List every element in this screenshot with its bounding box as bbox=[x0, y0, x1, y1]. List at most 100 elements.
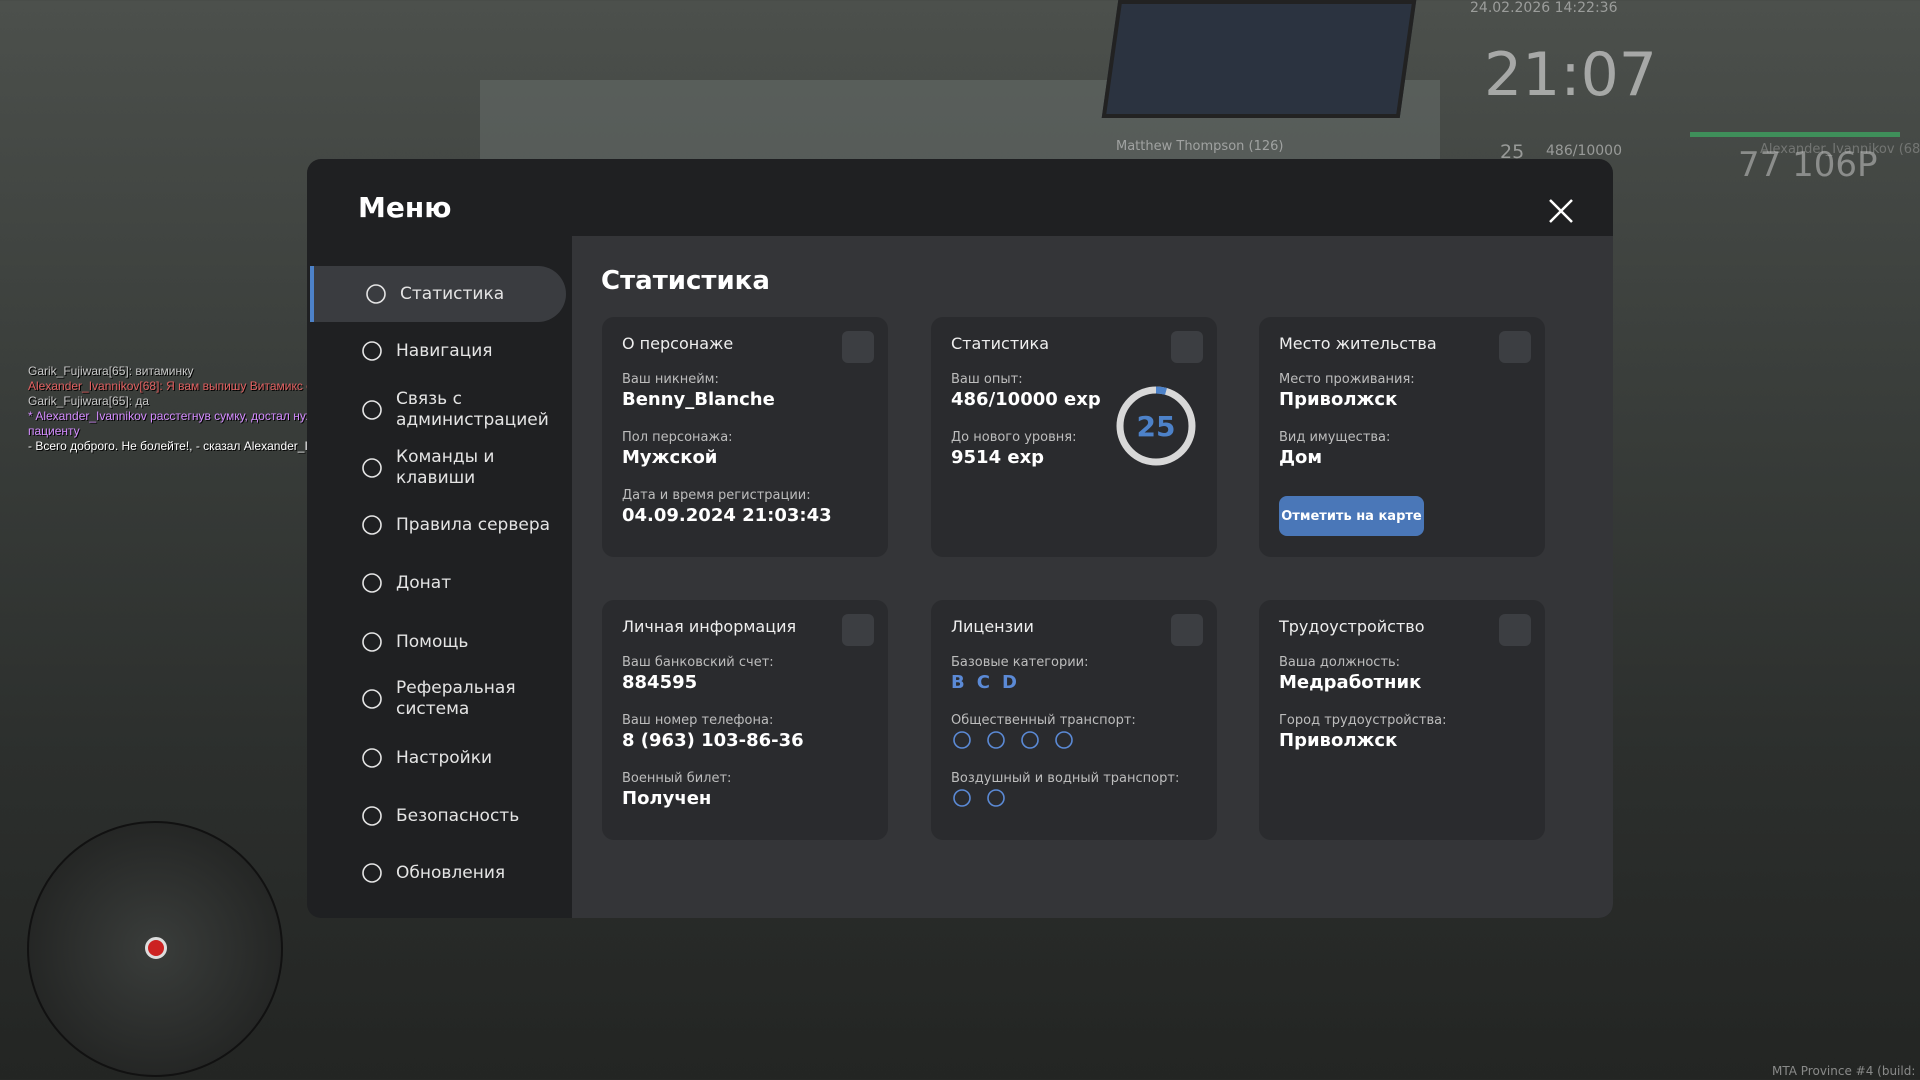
level: 25 bbox=[1500, 141, 1525, 163]
field-label: Воздушный и водный транспорт: bbox=[951, 771, 1180, 786]
menu-icon bbox=[362, 806, 382, 826]
card-icon bbox=[1499, 614, 1531, 646]
field-label: Общественный транспорт: bbox=[951, 713, 1136, 728]
card-fields: Ваш банковский счет: 884595 Ваш номер теле… bbox=[622, 655, 804, 829]
menu-icon bbox=[362, 748, 382, 768]
footer: MTA Province #4 (build: 1) bbox=[1772, 1064, 1920, 1078]
health-bar bbox=[1690, 132, 1900, 137]
card-title: Личная информация bbox=[622, 617, 797, 636]
field-label: Пол персонажа: bbox=[622, 430, 733, 445]
menu-icon bbox=[362, 400, 382, 420]
card-icon bbox=[1171, 331, 1203, 363]
transport-icon bbox=[953, 789, 971, 807]
field-value: Мужской bbox=[622, 447, 718, 468]
field-label: Город трудоустройства: bbox=[1279, 713, 1447, 728]
menu-item[interactable]: Помощь bbox=[310, 614, 562, 670]
menu-icon bbox=[362, 863, 382, 883]
field-value: 486/10000 exp bbox=[951, 389, 1101, 410]
transport-icon bbox=[987, 731, 1005, 749]
menu-item[interactable]: Реферальная система bbox=[310, 671, 562, 727]
menu-item[interactable]: Статистика bbox=[310, 266, 566, 322]
menu-title: Меню bbox=[358, 191, 452, 224]
menu-label: Команды и клавиши bbox=[396, 447, 495, 488]
field-label: Ваша должность: bbox=[1279, 655, 1401, 670]
content-title: Статистика bbox=[601, 266, 770, 296]
card-fields: Базовые категории: B C D Общественный трансп… bbox=[951, 655, 1179, 829]
clock: 21:07 bbox=[1484, 40, 1657, 110]
card-title: Трудоустройство bbox=[1279, 617, 1425, 636]
field-label: Вид имущества: bbox=[1279, 430, 1391, 445]
field-value bbox=[951, 787, 1179, 811]
menu-icon bbox=[362, 689, 382, 709]
license-category: B bbox=[951, 672, 965, 693]
content-panel: Статистика О персонаже Ваш никнейм: Benny_… bbox=[572, 236, 1613, 918]
menu-label: Навигация bbox=[396, 340, 493, 361]
field-value: 9514 exp bbox=[951, 447, 1045, 468]
field-label: Ваш никнейм: bbox=[622, 372, 719, 387]
field-label: Военный билет: bbox=[622, 771, 732, 786]
card: Лицензии Базовые категории: B C D Общественны… bbox=[931, 600, 1217, 840]
card: Трудоустройство Ваша должность: Медработни… bbox=[1259, 600, 1545, 840]
card-icon bbox=[1171, 614, 1203, 646]
card: Личная информация Ваш банковский счет: 884… bbox=[602, 600, 888, 840]
chat-line: Garik_Fujiwara[65]: да bbox=[28, 394, 150, 408]
field-label: Ваш номер телефона: bbox=[622, 713, 774, 728]
money: 77 106Р bbox=[1738, 145, 1878, 185]
minimap bbox=[27, 821, 283, 1077]
field-value: Медработник bbox=[1279, 672, 1422, 693]
menu-label: Правила сервера bbox=[396, 514, 551, 535]
close-button[interactable] bbox=[1547, 197, 1575, 225]
map-button[interactable]: Отметить на карте bbox=[1279, 496, 1424, 536]
transport-icon bbox=[953, 731, 971, 749]
card-title: Место жительства bbox=[1279, 334, 1437, 353]
card-fields: Ваш опыт: 486/10000 exp До нового уровня: 9… bbox=[951, 372, 1101, 488]
card-icon bbox=[842, 331, 874, 363]
field-value: 04.09.2024 21:03:43 bbox=[622, 505, 832, 526]
menu-icon bbox=[362, 632, 382, 652]
field-label: Дата и время регистрации: bbox=[622, 488, 811, 503]
field-value: Дом bbox=[1279, 447, 1323, 468]
field-value: 8 (963) 103-86-36 bbox=[622, 730, 804, 751]
menu-item[interactable]: Навигация bbox=[310, 323, 562, 379]
level-ring bbox=[1116, 386, 1196, 466]
card: Статистика Ваш опыт: 486/10000 exp До новог… bbox=[931, 317, 1217, 557]
menu-icon bbox=[362, 341, 382, 361]
field-value: 884595 bbox=[622, 672, 698, 693]
field-label: Базовые категории: bbox=[951, 655, 1089, 670]
menu-label: Безопасность bbox=[396, 805, 520, 826]
menu-item[interactable]: Обновления bbox=[310, 845, 562, 901]
menu-icon bbox=[362, 515, 382, 535]
menu-item[interactable]: Безопасность bbox=[310, 788, 562, 844]
field-value: Приволжск bbox=[1279, 389, 1398, 410]
chat-line: Garik_Fujiwara[65]: витаминку bbox=[28, 364, 194, 378]
card-icon bbox=[842, 614, 874, 646]
menu-icon bbox=[362, 458, 382, 478]
card-title: О персонаже bbox=[622, 334, 734, 353]
menu-label: Связь с администрацией bbox=[396, 389, 549, 430]
menu-item[interactable]: Команды и клавиши bbox=[310, 440, 562, 496]
datetime: 24.02.2026 14:22:36 bbox=[1470, 0, 1618, 16]
field-value: Приволжск bbox=[1279, 730, 1398, 751]
license-category: D bbox=[1001, 672, 1017, 693]
menu-label: Статистика bbox=[400, 283, 505, 304]
player-tag: Matthew Thompson (126) bbox=[1116, 139, 1284, 154]
card-icon bbox=[1499, 331, 1531, 363]
menu-label: Обновления bbox=[396, 862, 506, 883]
menu-modal: Меню Статистика Навигация Связь с админист… bbox=[307, 159, 1613, 918]
menu-label: Реферальная система bbox=[396, 678, 516, 719]
menu-icon bbox=[366, 284, 386, 304]
player-marker bbox=[145, 937, 167, 959]
menu-item[interactable]: Правила сервера bbox=[310, 497, 562, 553]
license-category: C bbox=[976, 672, 990, 693]
card-fields: Место проживания: Приволжск Вид имущества:… bbox=[1279, 372, 1415, 488]
menu-label: Помощь bbox=[396, 631, 469, 652]
transport-icon bbox=[987, 789, 1005, 807]
menu-item[interactable]: Связь с администрацией bbox=[310, 382, 562, 438]
other-tag: Alexander_Ivannikov (68) bbox=[1760, 142, 1920, 157]
menu-item[interactable]: Настройки bbox=[310, 730, 562, 786]
card: О персонаже Ваш никнейм: Benny_Blanche Пол … bbox=[602, 317, 888, 557]
menu-icon bbox=[362, 573, 382, 593]
menu-item[interactable]: Донат bbox=[310, 555, 562, 611]
